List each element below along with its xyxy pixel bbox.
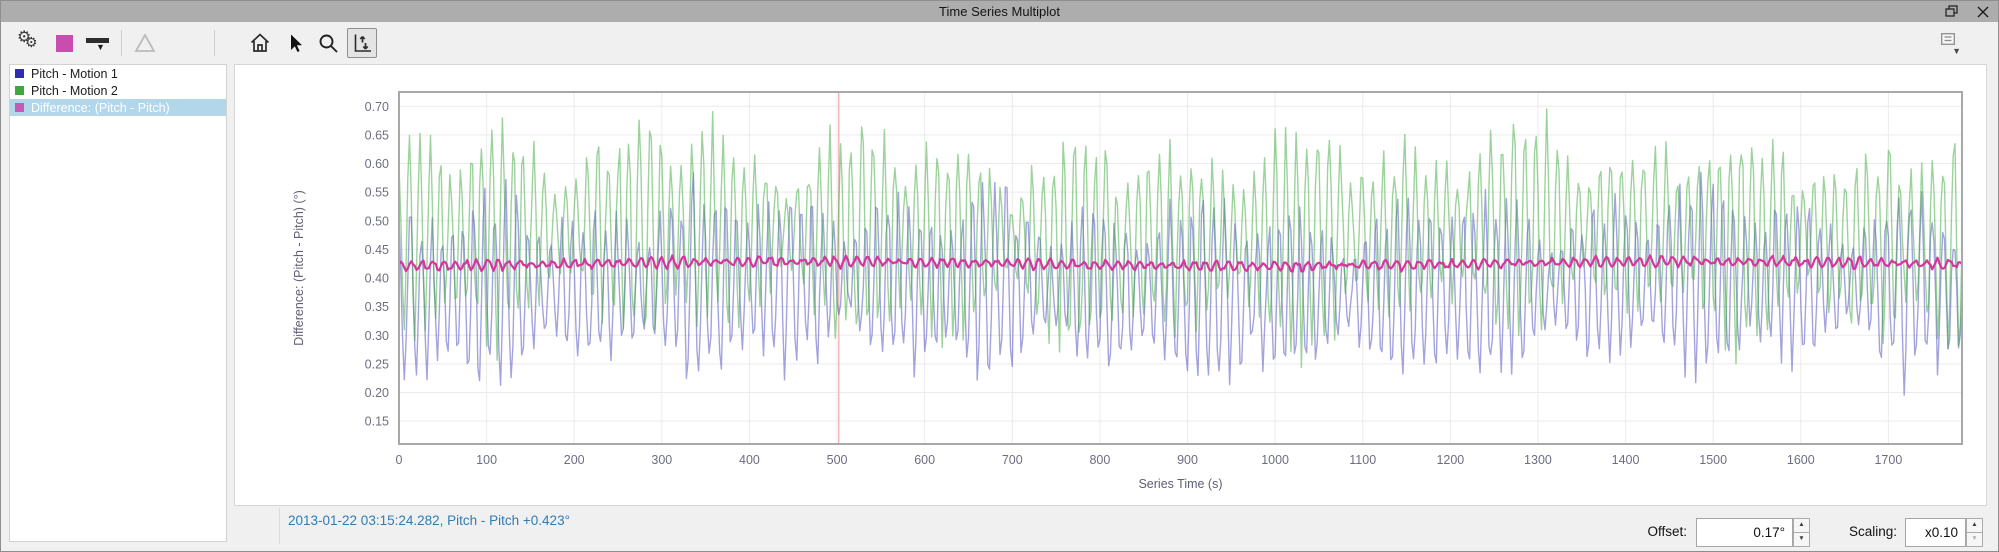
x-tick-label: 1400 bbox=[1612, 453, 1640, 467]
toolbar-separator bbox=[214, 30, 215, 56]
scaling-input[interactable] bbox=[1905, 518, 1966, 547]
x-tick-label: 100 bbox=[476, 453, 497, 467]
chart-panel: 0.70 0.65 0.60 0.55 0.50 0.45 0.40 0.35 0.30 0.25… bbox=[234, 64, 1987, 506]
chart-svg[interactable]: 0.70 0.65 0.60 0.55 0.50 0.45 0.40 0.35 0.30 0.25… bbox=[235, 65, 1986, 505]
offset-input[interactable] bbox=[1696, 518, 1793, 547]
x-tick-label: 900 bbox=[1177, 453, 1198, 467]
x-axis-label: Series Time (s) bbox=[1138, 477, 1222, 491]
float-window-icon[interactable] bbox=[1944, 4, 1959, 19]
x-tick-label: 1600 bbox=[1787, 453, 1815, 467]
cursor-readout: 2013-01-22 03:15:24.282, Pitch - Pitch +… bbox=[288, 513, 570, 528]
y-tick-label: 0.55 bbox=[365, 186, 389, 200]
x-tick-label: 500 bbox=[827, 453, 848, 467]
y-tick-label: 0.15 bbox=[365, 415, 389, 429]
series-line-0 bbox=[399, 171, 1962, 396]
y-tick-label: 0.60 bbox=[365, 157, 389, 171]
swatch-color bbox=[55, 34, 73, 52]
series-color-swatch[interactable] bbox=[49, 28, 79, 58]
status-row: 2013-01-22 03:15:24.282, Pitch - Pitch +… bbox=[234, 506, 1987, 547]
series-item-label: Difference: (Pitch - Pitch) bbox=[31, 100, 170, 115]
x-tick-label: 0 bbox=[396, 453, 403, 467]
titlebar[interactable]: Time Series Multiplot bbox=[1, 1, 1998, 22]
scaling-spinner-down[interactable]: ▼ bbox=[1966, 533, 1983, 547]
x-tick-label: 300 bbox=[651, 453, 672, 467]
y-tick-label: 0.65 bbox=[365, 128, 389, 142]
settings-gears-icon[interactable]: ⚙ ⚙ bbox=[17, 29, 38, 50]
x-tick-label: 200 bbox=[564, 453, 585, 467]
y-tick-label: 0.35 bbox=[365, 300, 389, 314]
home-icon[interactable] bbox=[245, 28, 275, 58]
series-item-difference[interactable]: Difference: (Pitch - Pitch) bbox=[10, 99, 226, 116]
series-item-pitch-motion-1[interactable]: Pitch - Motion 1 bbox=[10, 65, 226, 82]
series-item-label: Pitch - Motion 2 bbox=[31, 83, 118, 98]
y-tick-label: 0.45 bbox=[365, 243, 389, 257]
offset-spinner-up[interactable]: ▲ bbox=[1793, 518, 1810, 533]
scaling-spinner-up[interactable]: ▲ bbox=[1966, 518, 1983, 533]
pointer-icon[interactable] bbox=[279, 28, 309, 58]
scaling-spinner: ▲ ▼ bbox=[1966, 518, 1983, 547]
series-line-2 bbox=[399, 254, 1962, 273]
y-tick-label: 0.25 bbox=[365, 357, 389, 371]
zoom-icon[interactable] bbox=[313, 28, 343, 58]
plot-options-icon[interactable]: ▼ bbox=[1934, 28, 1964, 58]
series-item-label: Pitch - Motion 1 bbox=[31, 66, 118, 81]
y-tick-label: 0.50 bbox=[365, 214, 389, 228]
close-icon[interactable] bbox=[1975, 4, 1990, 19]
x-tick-label: 400 bbox=[739, 453, 760, 467]
offset-spinner: ▲ ▼ bbox=[1793, 518, 1810, 547]
series-item-pitch-motion-2[interactable]: Pitch - Motion 2 bbox=[10, 82, 226, 99]
x-tick-label: 1300 bbox=[1524, 453, 1552, 467]
x-tick-label: 700 bbox=[1002, 453, 1023, 467]
toolbar: ⚙ ⚙ ▼ bbox=[1, 22, 1998, 64]
y-tick-label: 0.40 bbox=[365, 272, 389, 286]
series-list-panel: Pitch - Motion 1 Pitch - Motion 2 Differ… bbox=[9, 64, 227, 542]
x-tick-label: 1100 bbox=[1349, 453, 1376, 467]
x-tick-label: 800 bbox=[1089, 453, 1110, 467]
offset-label: Offset: bbox=[1647, 524, 1687, 539]
series-color-marker bbox=[15, 69, 24, 78]
y-tick-label: 0.70 bbox=[365, 100, 389, 114]
scaling-label: Scaling: bbox=[1848, 524, 1897, 539]
window-title: Time Series Multiplot bbox=[939, 4, 1060, 19]
marker-triangle-icon[interactable] bbox=[130, 28, 160, 58]
offset-spinner-down[interactable]: ▼ bbox=[1793, 533, 1810, 547]
y-axis-label: Difference: (Pitch - Pitch) (°) bbox=[292, 190, 306, 346]
x-tick-label: 600 bbox=[914, 453, 935, 467]
toolbar-separator bbox=[121, 30, 122, 56]
status-divider bbox=[279, 508, 280, 544]
line-style-icon[interactable]: ▼ bbox=[83, 28, 113, 58]
plot-border bbox=[398, 91, 1963, 445]
x-tick-label: 1200 bbox=[1436, 453, 1464, 467]
x-tick-label: 1700 bbox=[1874, 453, 1902, 467]
y-tick-label: 0.30 bbox=[365, 329, 389, 343]
y-tick-label: 0.20 bbox=[365, 386, 389, 400]
series-line-1 bbox=[399, 108, 1962, 369]
series-color-marker bbox=[15, 103, 24, 112]
x-tick-label: 1500 bbox=[1699, 453, 1727, 467]
axis-offset-tool-icon[interactable] bbox=[347, 28, 377, 58]
series-color-marker bbox=[15, 86, 24, 95]
x-tick-label: 1000 bbox=[1261, 453, 1289, 467]
